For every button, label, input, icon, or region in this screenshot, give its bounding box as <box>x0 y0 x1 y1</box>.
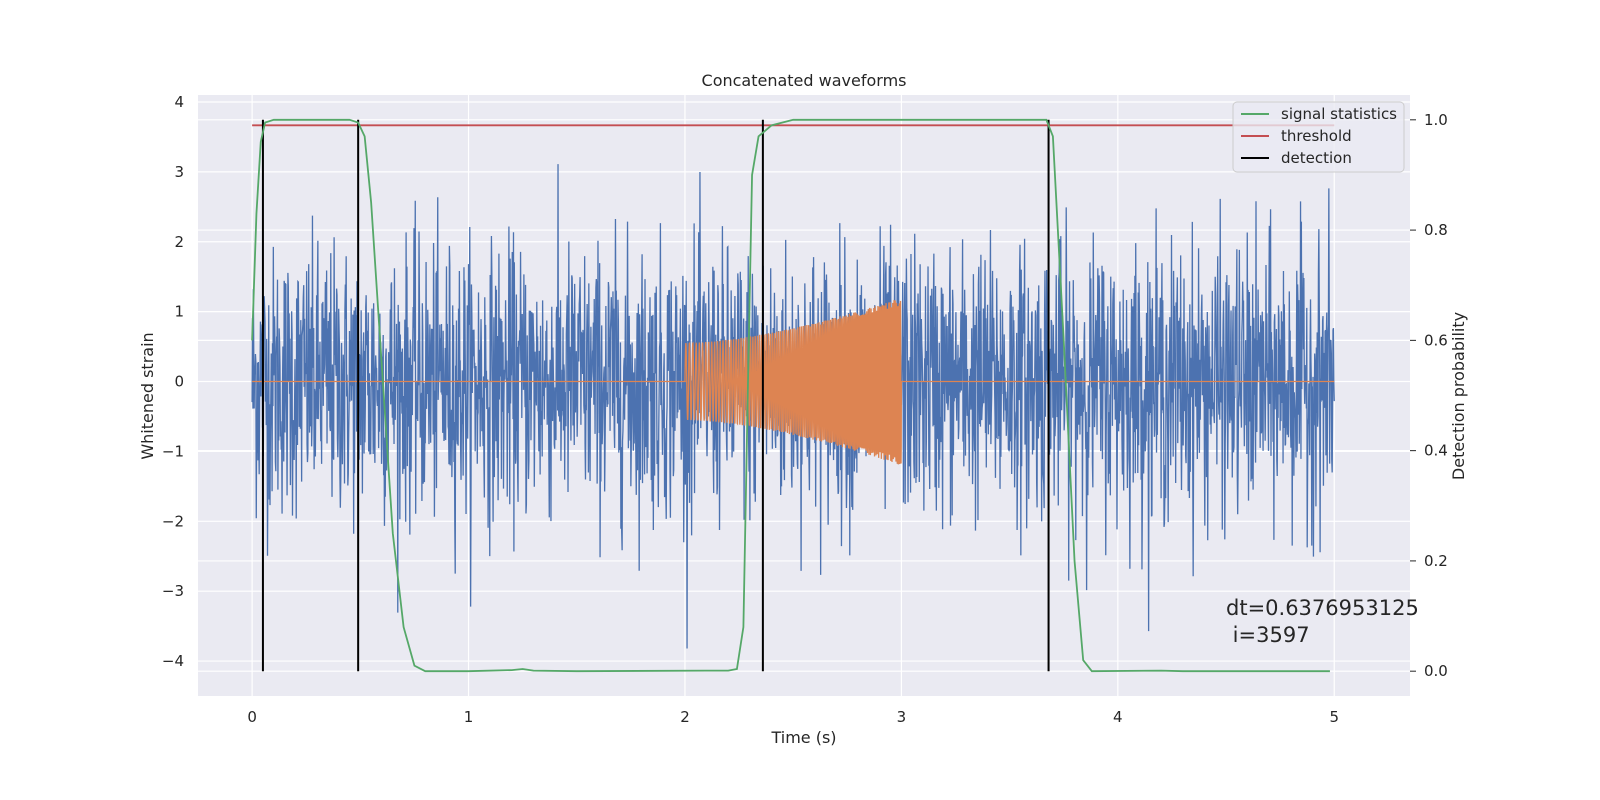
y-right-tick-label: 0.2 <box>1424 552 1448 570</box>
x-tick-label: 2 <box>680 708 690 726</box>
y-axis-label-left: Whitened strain <box>138 332 157 459</box>
axes-layer: 0 1 2 3 4 5 −4 −3 −2 −1 0 1 2 3 4 0.0 0.2 0.4 0.6 0.8 1.0 <box>162 93 1448 726</box>
y-left-tick-label: 4 <box>174 93 184 111</box>
x-tick-label: 5 <box>1329 708 1339 726</box>
series-layer <box>251 118 1335 673</box>
y-left-tick-label: −4 <box>162 652 184 670</box>
y-right-tick-label: 1.0 <box>1424 111 1448 129</box>
annotation-line-1: dt=0.6376953125 <box>1226 596 1419 620</box>
y-right-tick-label: 0.0 <box>1424 662 1448 680</box>
y-axis-label-right: Detection probability <box>1449 312 1468 480</box>
x-tick-label: 0 <box>247 708 257 726</box>
y-right-tick-label: 0.4 <box>1424 442 1448 460</box>
legend: signal statistics threshold detection <box>1232 101 1405 173</box>
y-left-tick-label: 3 <box>174 163 184 181</box>
y-left-tick-label: −3 <box>162 582 184 600</box>
y-left-tick-label: 1 <box>174 303 184 321</box>
legend-box <box>1232 101 1405 173</box>
x-tick-label: 1 <box>464 708 474 726</box>
x-tick-label: 3 <box>897 708 907 726</box>
legend-label-detection: detection <box>1281 149 1352 167</box>
legend-label-signal-statistics: signal statistics <box>1281 105 1397 123</box>
annotation: dt=0.6376953125 i=3597 <box>1226 596 1419 647</box>
y-right-tick-label: 0.8 <box>1424 221 1448 239</box>
x-axis-label: Time (s) <box>770 728 836 747</box>
x-tick-label: 4 <box>1113 708 1123 726</box>
legend-label-threshold: threshold <box>1281 127 1352 145</box>
y-left-tick-label: −1 <box>162 442 184 460</box>
y-right-tick-label: 0.6 <box>1424 331 1448 349</box>
series-injected-waveform <box>252 300 1335 465</box>
annotation-line-2: i=3597 <box>1226 623 1310 647</box>
y-left-tick-label: 0 <box>174 373 184 391</box>
y-left-tick-label: −2 <box>162 512 184 530</box>
series-signal-statistics <box>251 118 1330 673</box>
chart-title: Concatenated waveforms <box>702 71 907 90</box>
y-left-tick-label: 2 <box>174 233 184 251</box>
